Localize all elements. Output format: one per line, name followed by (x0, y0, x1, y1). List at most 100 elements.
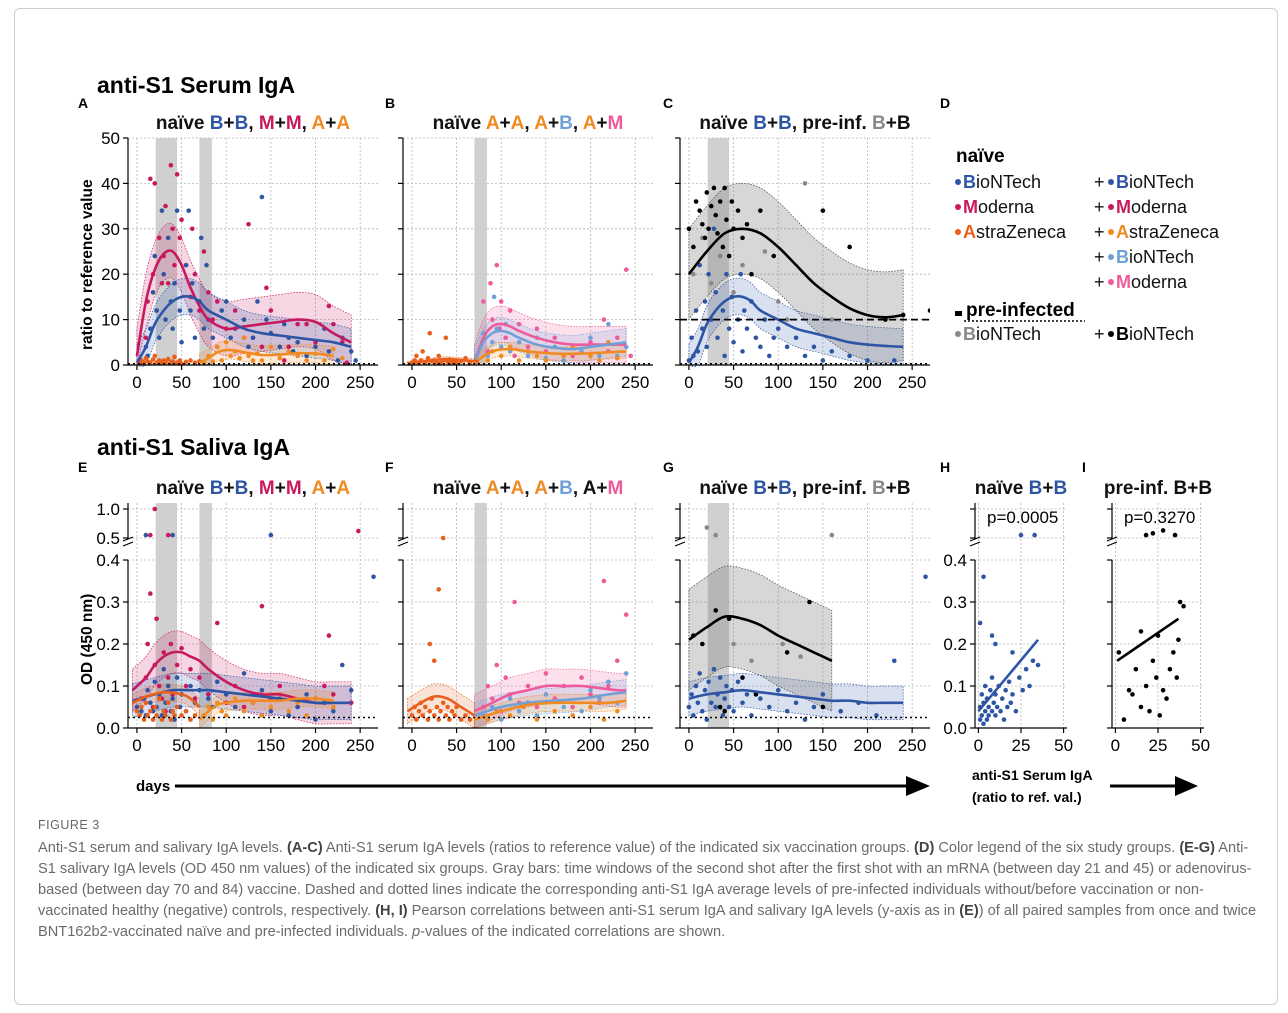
data-point (440, 700, 446, 706)
data-point (436, 353, 442, 359)
data-point (717, 199, 723, 204)
data-point (154, 616, 159, 622)
data-point (425, 717, 431, 722)
data-point (189, 226, 195, 232)
data-point (820, 704, 826, 710)
data-point (784, 344, 790, 350)
data-point (434, 704, 440, 710)
data-point (693, 308, 699, 313)
x-tick-label: 0 (407, 736, 416, 755)
data-point (516, 358, 522, 363)
x-tick-label: 250 (898, 736, 926, 755)
data-point (766, 704, 772, 710)
fit-line (977, 638, 1040, 713)
fit-line (135, 249, 352, 357)
data-point (689, 335, 694, 341)
data-point (704, 344, 710, 350)
data-point (702, 299, 708, 304)
data-point (802, 181, 808, 186)
data-point (927, 308, 930, 313)
data-point (156, 335, 162, 341)
data-point (210, 717, 216, 722)
data-point (811, 704, 817, 710)
data-point (313, 717, 318, 722)
data-point (988, 687, 993, 693)
data-point (353, 358, 358, 363)
data-point (1181, 603, 1186, 609)
data-point (865, 358, 870, 363)
data-point (829, 317, 835, 322)
data-point (259, 687, 265, 693)
data-point (552, 708, 558, 714)
data-point (731, 641, 736, 647)
x-tick-label: 250 (898, 373, 926, 392)
data-point (427, 708, 433, 714)
x-tick-label: 0 (407, 373, 416, 392)
color-legend: naïve BioNTech Moderna AstraZeneca + BioNTech… (955, 146, 1220, 344)
panel-letter-f: F (385, 459, 394, 475)
confidence-band (474, 691, 627, 729)
data-point (741, 308, 747, 313)
axis-break-mark (1106, 536, 1118, 547)
data-point (722, 708, 727, 714)
data-point (232, 308, 238, 313)
data-point (150, 357, 156, 362)
data-point (601, 578, 607, 584)
data-point (467, 717, 473, 722)
data-point (1147, 708, 1152, 714)
data-point (977, 717, 983, 722)
data-point (163, 203, 168, 209)
data-point (512, 599, 517, 605)
data-point (420, 713, 425, 718)
data-point (623, 671, 629, 676)
confidence-band (199, 340, 334, 366)
data-point (1006, 679, 1012, 685)
data-point (174, 704, 180, 710)
data-point (134, 708, 140, 714)
data-point (570, 704, 575, 710)
data-point (161, 666, 167, 672)
data-point (1167, 666, 1173, 672)
x-tick-label: 150 (257, 736, 285, 755)
data-point (161, 650, 167, 655)
data-point (264, 285, 269, 291)
legend-dot (955, 179, 961, 185)
x-tick-label: 200 (576, 373, 604, 392)
legend-item-preinf-first: BioNTech (963, 324, 1041, 344)
data-point (188, 308, 193, 313)
plot-area (686, 525, 928, 722)
x-tick-label: 0 (132, 736, 141, 755)
data-point (503, 335, 508, 341)
days-label: days (136, 778, 170, 795)
data-point (304, 713, 309, 718)
data-point (740, 700, 745, 706)
data-point (588, 687, 593, 693)
data-point (606, 683, 611, 689)
data-point (165, 675, 171, 680)
chart-panel-c: 0 50 100 150 200 250 naïve B+B, pre-inf. B+B (675, 113, 930, 392)
data-point (165, 280, 171, 286)
data-point (152, 253, 158, 259)
data-point (724, 683, 729, 689)
data-point (847, 244, 852, 250)
data-point (525, 683, 531, 689)
data-point (452, 713, 458, 718)
data-point (1116, 650, 1122, 655)
data-point (534, 717, 540, 722)
data-point (1018, 532, 1024, 538)
x-tick-label: 100 (212, 736, 240, 755)
data-point (179, 645, 184, 651)
data-point (223, 713, 229, 718)
data-point (485, 717, 491, 722)
y-tick-label: 0.3 (96, 593, 120, 612)
y-tick-label: 40 (101, 174, 120, 193)
data-point (706, 679, 711, 685)
data-point (339, 355, 345, 361)
data-point (507, 713, 513, 718)
data-point (188, 358, 193, 363)
data-point (700, 221, 705, 227)
data-point (148, 532, 153, 538)
plot-area (131, 506, 376, 729)
data-point (1172, 532, 1178, 538)
section-titles: anti-S1 Serum IgA anti-S1 Saliva IgA A B… (78, 72, 1093, 805)
